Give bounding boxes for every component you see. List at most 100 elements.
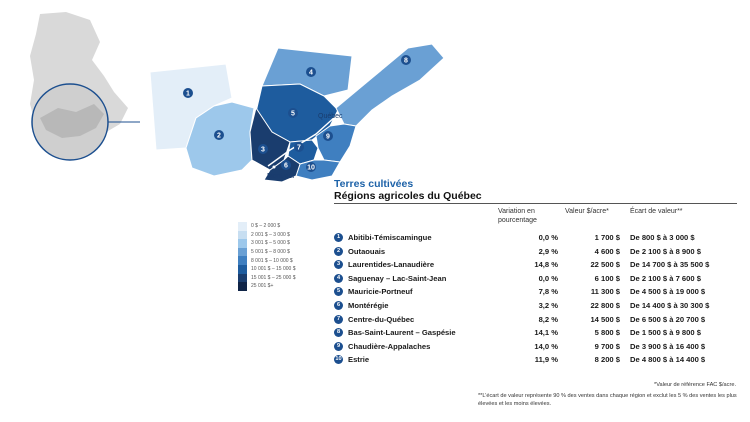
- header-variation: Variation en pourcentage: [498, 208, 537, 224]
- region-10-estrie: [295, 159, 341, 181]
- table-row: 5 Mauricie-Portneuf 7,8 % 11 300 $ De 4 500 …: [334, 286, 744, 300]
- marker-4: [306, 67, 316, 77]
- marker-7: [294, 142, 304, 152]
- region-number-badge: 10: [334, 355, 343, 365]
- marker-2: [214, 130, 224, 140]
- region-name: Abitibi-Témiscamingue: [348, 233, 432, 242]
- marker-5: [288, 108, 298, 118]
- region-number-badge: 5: [334, 287, 343, 297]
- region-variation: 3,2 %: [538, 300, 558, 310]
- region-ecart: De 2 100 $ à 7 600 $: [630, 273, 701, 283]
- st-lawrence-river: [267, 115, 337, 167]
- table-row: 10 Estrie 11,9 % 8 200 $ De 4 800 $ à 14 400…: [334, 354, 744, 368]
- legend-swatch: [238, 273, 247, 283]
- marker-10: [306, 162, 316, 172]
- legend-item: 25 001 $+: [238, 282, 328, 291]
- region-valeur: 6 100 $: [594, 273, 620, 283]
- region-valeur: 5 800 $: [594, 328, 620, 338]
- legend-item: 8 001 $ – 10 000 $: [238, 256, 328, 265]
- region-valeur: 22 500 $: [590, 260, 620, 270]
- region-valeur: 9 700 $: [594, 341, 620, 351]
- region-variation: 2,9 %: [538, 246, 558, 256]
- legend-label: 0 $ – 2 000 $: [251, 223, 281, 230]
- region-ecart: De 800 $ à 3 000 $: [630, 233, 695, 242]
- footnote-ecart: **L’écart de valeur représente 90 % des …: [478, 393, 737, 407]
- legend-swatch: [238, 239, 247, 248]
- svg-text:3: 3: [261, 147, 265, 154]
- svg-text:9: 9: [326, 134, 330, 141]
- legend-label: 2 001 $ – 3 000 $: [251, 231, 290, 238]
- footnote-valeur: *Valeur de référence FAC $/acre.: [654, 382, 736, 388]
- header-ecart: Écart de valeur**: [630, 208, 683, 215]
- region-valeur: 8 200 $: [594, 355, 620, 365]
- legend-item: 10 001 $ – 15 000 $: [238, 264, 328, 274]
- table-row: 4 Saguenay – Lac-Saint-Jean 0,0 % 6 100 $ De…: [334, 273, 744, 287]
- legend-item: 15 001 $ – 25 000 $: [238, 273, 328, 283]
- marker-3: [258, 144, 268, 154]
- legend-swatch: [238, 247, 247, 257]
- svg-text:7: 7: [297, 145, 301, 152]
- region-number-badge: 7: [334, 314, 343, 324]
- region-name: Outaouais: [348, 246, 386, 256]
- montreal-city-dot: [272, 165, 276, 169]
- legend-item: 0 $ – 2 000 $: [238, 222, 328, 231]
- svg-text:5: 5: [291, 111, 295, 118]
- region-number-badge: 8: [334, 328, 343, 338]
- table-row: 2 Outaouais 2,9 % 4 600 $ De 2 100 $ à 8 900…: [334, 246, 744, 260]
- svg-text:1: 1: [186, 91, 190, 98]
- region-variation: 0,0 %: [538, 273, 558, 283]
- svg-text:2: 2: [217, 133, 221, 140]
- legend-label: 5 001 $ – 8 000 $: [251, 249, 290, 256]
- marker-9: [323, 131, 333, 141]
- region-ecart: De 14 700 $ à 35 500 $: [630, 260, 710, 270]
- legend-label: 3 001 $ – 5 000 $: [251, 240, 290, 247]
- map-subtitle: Régions agricoles du Québec: [334, 190, 482, 202]
- region-name: Bas-Saint-Laurent – Gaspésie: [348, 328, 456, 338]
- region-ecart: De 3 900 $ à 16 400 $: [630, 341, 706, 351]
- legend-swatch: [238, 222, 247, 231]
- svg-text:8: 8: [404, 58, 408, 65]
- header-valeur: Valeur $/acre*: [565, 208, 609, 215]
- region-ecart: De 4 800 $ à 14 400 $: [630, 355, 706, 365]
- region-valeur: 1 700 $: [594, 233, 620, 242]
- legend-swatch: [238, 264, 247, 274]
- region-name: Laurentides-Lanaudière: [348, 260, 435, 270]
- region-number-badge: 1: [334, 233, 343, 242]
- legend-label: 8 001 $ – 10 000 $: [251, 257, 293, 264]
- map-title: Terres cultivées: [334, 178, 414, 190]
- region-variation: 14,1 %: [534, 328, 558, 338]
- svg-text:4: 4: [309, 70, 313, 77]
- region-ecart: De 14 400 $ à 30 300 $: [630, 300, 710, 310]
- table-row: 7 Centre-du-Québec 8,2 % 14 500 $ De 6 500 $…: [334, 314, 744, 328]
- legend-item: 2 001 $ – 3 000 $: [238, 230, 328, 240]
- city-label-montreal: Montréal: [267, 173, 295, 180]
- region-number-badge: 9: [334, 341, 343, 351]
- region-variation: 8,2 %: [538, 314, 558, 324]
- title-divider: [334, 203, 737, 204]
- region-number-badge: 2: [334, 246, 343, 256]
- legend-item: 3 001 $ – 5 000 $: [238, 239, 328, 248]
- table-row: 9 Chaudière-Appalaches 14,0 % 9 700 $ De 3 9…: [334, 341, 744, 355]
- region-number-badge: 4: [334, 273, 343, 283]
- table-row: 8 Bas-Saint-Laurent – Gaspésie 14,1 % 5 800…: [334, 327, 744, 341]
- region-valeur: 4 600 $: [594, 246, 620, 256]
- marker-8: [401, 55, 411, 65]
- region-ecart: De 4 500 $ à 19 000 $: [630, 287, 706, 297]
- table-row: 6 Montérégie 3,2 % 22 800 $ De 14 400 $ à 30…: [334, 300, 744, 314]
- legend-label: 25 001 $+: [251, 283, 274, 290]
- svg-text:10: 10: [307, 165, 315, 172]
- region-name: Montérégie: [348, 300, 389, 310]
- region-number-badge: 6: [334, 300, 343, 310]
- table-row: 3 Laurentides-Lanaudière 14,8 % 22 500 $ De …: [334, 259, 744, 273]
- quebec-city-dot: [332, 117, 336, 121]
- table-row: 1 Abitibi-Témiscamingue 0,0 % 1 700 $ De 800…: [334, 232, 744, 246]
- marker-6: [281, 160, 291, 170]
- region-ecart: De 1 500 $ à 9 800 $: [630, 328, 701, 338]
- legend-swatch: [238, 282, 247, 291]
- region-variation: 14,0 %: [534, 341, 558, 351]
- region-6-monteregie: [263, 155, 301, 183]
- legend-label: 10 001 $ – 15 000 $: [251, 266, 296, 273]
- regions-table: 1 Abitibi-Témiscamingue 0,0 % 1 700 $ De 800…: [334, 232, 744, 368]
- region-valeur: 22 800 $: [590, 300, 620, 310]
